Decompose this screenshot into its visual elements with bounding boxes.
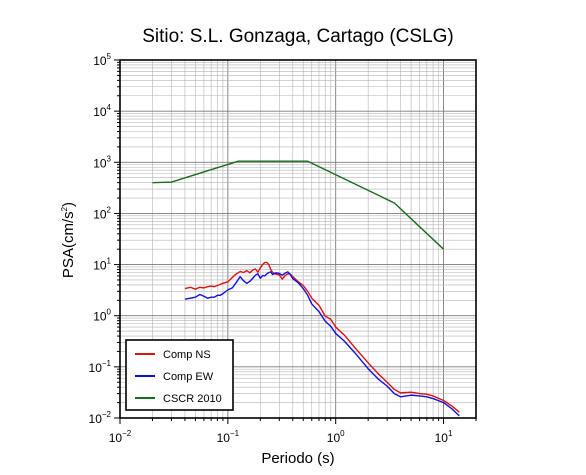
x-tick-label: 100 (327, 429, 345, 445)
legend-label: CSCR 2010 (163, 393, 222, 405)
axis-ticks (114, 59, 477, 424)
legend: Comp NS Comp EW CSCR 2010 (125, 339, 234, 411)
axis-tick-labels: 10−2 10−1 100 101 10−2 10−1 100 101 102 103 104 105 (89, 52, 453, 445)
chart-title: Sitio: S.L. Gonzaga, Cartago (CSLG) (142, 26, 454, 47)
y-tick-label: 100 (93, 308, 111, 324)
x-tick-label: 10−2 (109, 429, 132, 445)
y-tick-label: 10−2 (89, 410, 112, 426)
y-tick-label: 10−1 (89, 359, 112, 375)
legend-items: Comp NS Comp EW CSCR 2010 (135, 349, 222, 405)
grid-lines (119, 59, 477, 419)
x-tick-label: 101 (435, 429, 453, 445)
series-line-comp-ns (184, 261, 460, 413)
x-tick-label: 10−1 (217, 429, 240, 445)
plot-frame (119, 59, 477, 419)
y-tick-label: 104 (93, 103, 111, 119)
x-axis-label: Periodo (s) (261, 450, 334, 467)
y-tick-label: 105 (93, 52, 111, 68)
y-tick-label: 102 (93, 205, 111, 221)
y-axis-label-close: ) (60, 202, 77, 207)
series-line-cscr-2010 (152, 160, 445, 250)
series-line-comp-ew (184, 271, 460, 417)
y-axis-label-superscript: 2 (60, 206, 69, 211)
y-axis-label: PSA(cm/s2) (60, 202, 77, 278)
y-tick-label: 101 (93, 257, 111, 273)
legend-label: Comp NS (163, 349, 211, 361)
legend-label: Comp EW (163, 371, 214, 383)
y-tick-label: 103 (93, 154, 111, 170)
y-axis-label-main: PSA(cm/s (60, 211, 77, 278)
series-lines (152, 160, 460, 417)
